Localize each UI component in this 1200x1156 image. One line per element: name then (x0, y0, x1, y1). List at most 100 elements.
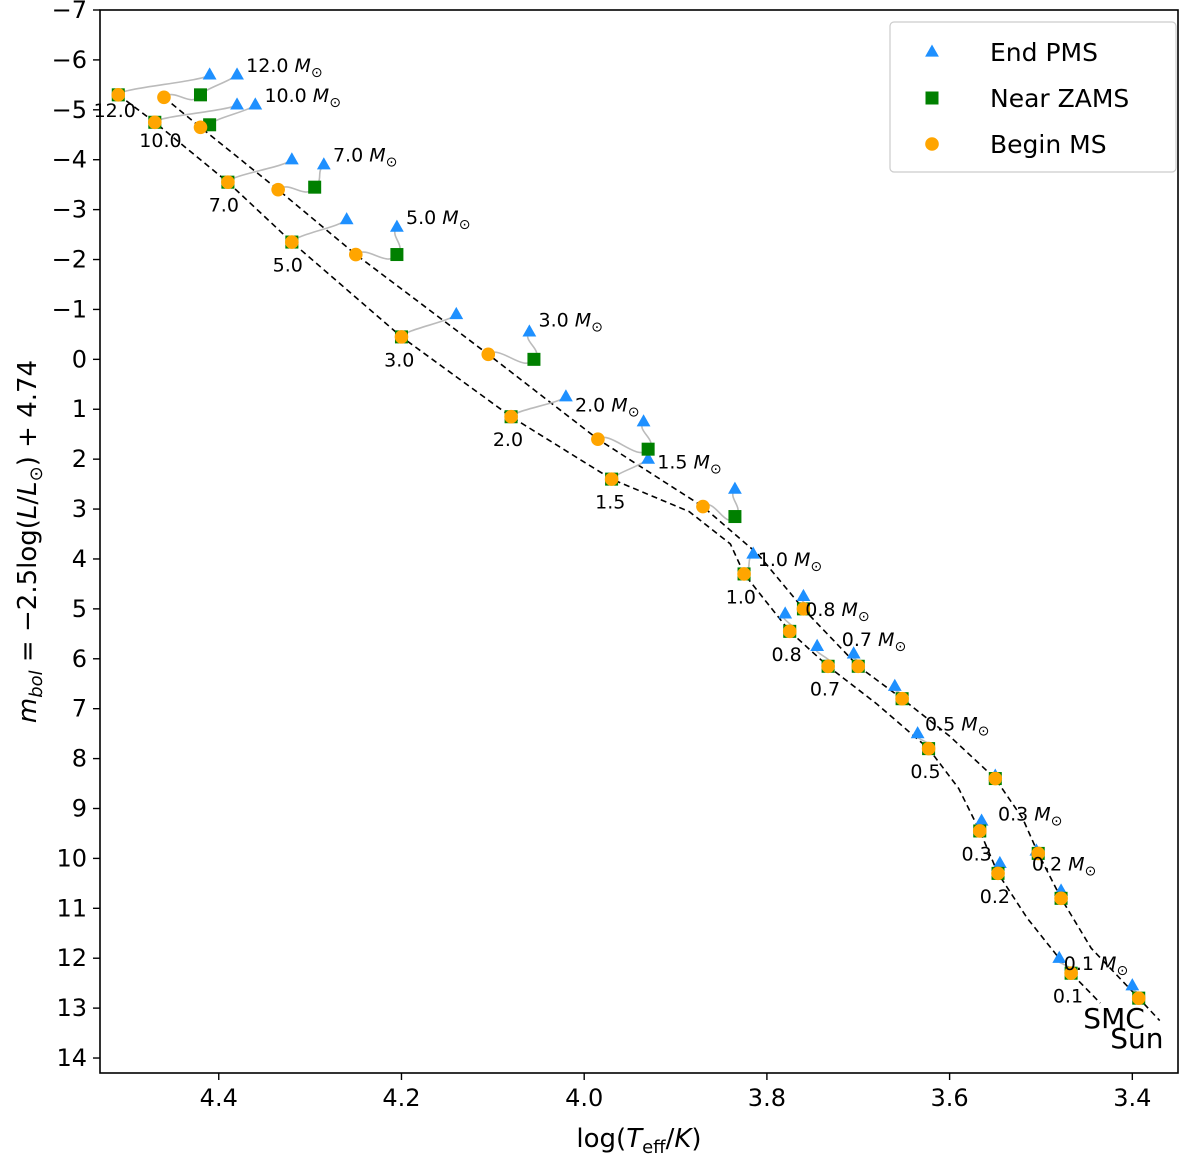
begin-ms-marker (821, 659, 835, 674)
end-pms-marker (778, 606, 793, 619)
mass-value: 0.2 (980, 886, 1010, 908)
legend-entries: End PMS Near ZAMS Begin MS (925, 38, 1129, 159)
markers (111, 67, 1146, 1005)
mass-unit: M (569, 309, 591, 331)
end-pms-marker (846, 646, 861, 659)
mass-value: 12.0 (246, 55, 288, 77)
near-zams-marker (193, 88, 207, 102)
smc-mass-label: 1.5 (595, 492, 625, 514)
begin-ms-marker (481, 347, 496, 362)
end-pms-marker (910, 726, 925, 739)
mass-value: 0.7 (842, 629, 872, 651)
begin-ms-marker (271, 182, 285, 197)
mass-unit: M (436, 207, 458, 229)
end-pms-marker (316, 157, 331, 170)
mass-value: 7.0 (333, 145, 363, 167)
y-tick-label: 5 (72, 595, 87, 623)
legend-label: Begin MS (990, 130, 1107, 159)
x-tick-label: 3.6 (931, 1084, 969, 1112)
y-axis-label-part: / (13, 496, 43, 505)
mass-value: 0.1 (1064, 953, 1094, 975)
smc-mass-label: 0.5 (910, 761, 940, 783)
smc-mass-label: 2.0 (493, 429, 523, 451)
begin-ms-marker (221, 175, 235, 189)
legend-circle-marker (925, 137, 939, 151)
mass-unit-sub: ⊙ (1084, 863, 1096, 879)
y-tick-label: 9 (72, 794, 87, 822)
smc-mass-label: 0.1 (1053, 986, 1083, 1008)
sequence-label: Sun (1110, 1022, 1163, 1055)
sun-mass-label: 0.8 M⊙ (805, 599, 869, 625)
sun-mass-label: 2.0 M⊙ (575, 394, 639, 420)
begin-ms-marker (193, 120, 208, 135)
mass-unit: M (363, 145, 385, 167)
near-zams-marker (641, 442, 655, 456)
sun-mass-label: 7.0 M⊙ (333, 145, 397, 171)
mass-unit-sub: ⊙ (591, 319, 603, 335)
mass-unit-sub: ⊙ (311, 65, 323, 81)
smc-mass-label: 10.0 (139, 130, 181, 152)
mass-value: 1.5 (657, 452, 687, 474)
mass-value: 0.1 (1053, 986, 1083, 1008)
x-tick-label: 4.4 (200, 1084, 238, 1112)
mass-unit: M (872, 629, 894, 651)
mass-unit-sub: ⊙ (1051, 813, 1063, 829)
y-tick-label: 11 (56, 894, 87, 922)
x-tick-label: 4.2 (382, 1084, 420, 1112)
x-axis-label-part: eff (642, 1137, 666, 1156)
mass-unit: M (955, 714, 977, 736)
mass-unit: M (1028, 803, 1050, 825)
axes: 4.4 4.2 4.0 3.8 3.6 3.4−7−6−5−4−3−2−101234567… (52, 0, 1152, 1112)
begin-ms-marker (988, 771, 1003, 786)
y-tick-label: 12 (56, 944, 87, 972)
legend-label: End PMS (990, 38, 1098, 67)
end-pms-marker (202, 67, 217, 80)
x-axis-label-part: / (666, 1124, 675, 1154)
sun-mass-label: 5.0 M⊙ (406, 207, 470, 233)
y-axis-label-part: L (13, 505, 43, 520)
sun-mass-label: 1.0 M⊙ (758, 549, 822, 575)
near-zams-marker (728, 510, 742, 524)
end-pms-marker (974, 813, 989, 826)
mass-value: 0.3 (961, 843, 991, 865)
smc-mass-label: 0.2 (980, 886, 1010, 908)
end-pms-marker (339, 212, 354, 225)
sun-mass-label: 12.0 M⊙ (246, 55, 322, 81)
y-tick-label: 7 (72, 695, 87, 723)
y-tick-label: 6 (72, 645, 87, 673)
near-zams-marker (390, 248, 404, 262)
begin-ms-marker (1131, 991, 1146, 1005)
mass-value: 0.3 (998, 803, 1028, 825)
y-axis-label-part: m (13, 698, 43, 723)
mass-unit-sub: ⊙ (710, 462, 722, 478)
end-pms-marker (810, 638, 825, 651)
end-pms-marker (522, 324, 537, 337)
plot-frame (99, 9, 1179, 1074)
x-axis-label-part: K (674, 1124, 693, 1154)
y-tick-label: 10 (56, 844, 87, 872)
mass-unit-sub: ⊙ (810, 559, 822, 575)
begin-ms-marker (148, 115, 162, 130)
x-tick-label: 3.4 (1113, 1084, 1151, 1112)
smc-mass-label: 12.0 (94, 100, 136, 122)
mass-unit-sub: ⊙ (329, 95, 341, 111)
mass-value: 3.0 (384, 349, 414, 371)
mass-value: 1.0 (726, 586, 756, 608)
smc-mass-label: 3.0 (384, 349, 414, 371)
mass-value: 3.0 (539, 309, 569, 331)
y-tick-label: −6 (52, 46, 87, 74)
mass-value: 0.8 (805, 599, 835, 621)
dashed-sequence-line (117, 94, 1101, 1004)
y-axis-label: mbol = −2.5log(L/L⊙) + 4.74 (13, 360, 47, 723)
mass-unit-sub: ⊙ (978, 724, 990, 740)
begin-ms-marker (737, 567, 751, 581)
sun-mass-label: 1.5 M⊙ (657, 452, 721, 478)
legend-triangle-marker (925, 44, 939, 57)
y-axis-label-part: bol (26, 670, 47, 697)
sun-mass-label: 0.7 M⊙ (842, 629, 906, 655)
mass-value: 0.7 (810, 679, 840, 701)
mass-unit: M (835, 599, 857, 621)
mass-unit: M (687, 452, 709, 474)
begin-ms-marker (696, 499, 710, 514)
